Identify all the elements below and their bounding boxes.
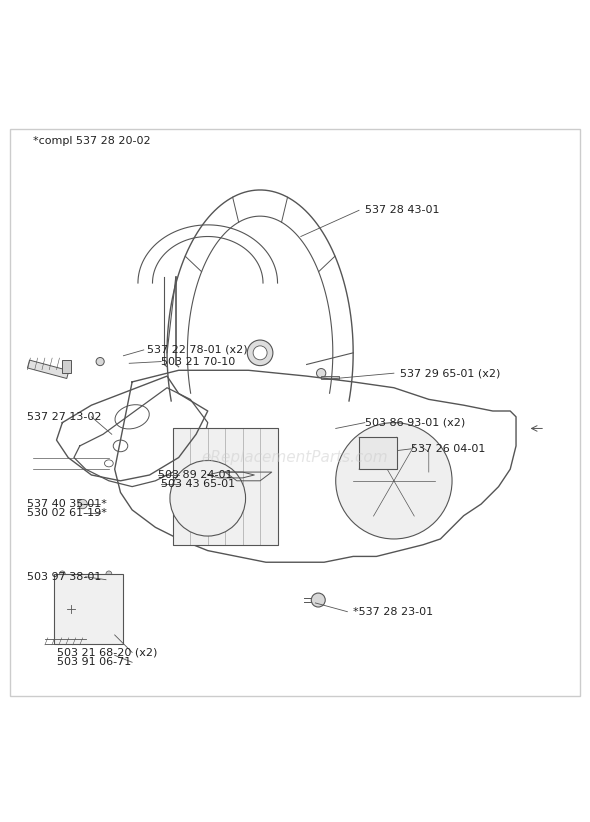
Bar (359, 437, 397, 469)
Text: 503 21 70-10: 503 21 70-10 (161, 357, 235, 367)
Circle shape (170, 460, 245, 536)
Text: *537 28 23-01: *537 28 23-01 (353, 607, 433, 616)
Circle shape (78, 500, 87, 509)
Bar (63, 360, 71, 373)
Circle shape (65, 617, 77, 629)
Text: eReplacementParts.com: eReplacementParts.com (202, 450, 388, 465)
Circle shape (336, 423, 452, 539)
Text: 503 21 68-20 (x2): 503 21 68-20 (x2) (57, 648, 157, 658)
Text: 503 97 38-01: 503 97 38-01 (27, 572, 102, 582)
Bar (27, 360, 69, 378)
Text: 537 40 35-01*: 537 40 35-01* (27, 499, 107, 509)
Text: 537 28 43-01: 537 28 43-01 (365, 206, 440, 215)
Circle shape (253, 346, 267, 360)
Circle shape (382, 469, 405, 492)
Text: 537 26 04-01: 537 26 04-01 (411, 444, 486, 454)
Text: 537 22 78-01 (x2): 537 22 78-01 (x2) (147, 345, 247, 355)
Text: 503 91 06-71: 503 91 06-71 (57, 658, 131, 667)
Circle shape (60, 623, 65, 629)
Bar (423, 472, 435, 487)
Text: 503 43 65-01: 503 43 65-01 (161, 478, 235, 489)
Circle shape (316, 368, 326, 378)
Circle shape (60, 571, 65, 577)
Bar (321, 376, 339, 379)
Text: 537 27 13-02: 537 27 13-02 (27, 412, 102, 422)
Circle shape (312, 593, 325, 607)
Text: 503 86 93-01 (x2): 503 86 93-01 (x2) (365, 418, 465, 427)
Bar (54, 574, 123, 644)
Circle shape (106, 571, 112, 577)
Text: 530 02 61-19*: 530 02 61-19* (27, 508, 107, 518)
Circle shape (247, 340, 273, 366)
Text: *compl 537 28 20-02: *compl 537 28 20-02 (33, 136, 151, 145)
Bar (173, 428, 277, 545)
Circle shape (65, 603, 77, 615)
Bar (423, 501, 435, 515)
Circle shape (96, 358, 104, 366)
Circle shape (106, 623, 112, 629)
Text: 503 89 24-01: 503 89 24-01 (158, 470, 233, 480)
Text: 537 29 65-01 (x2): 537 29 65-01 (x2) (399, 368, 500, 378)
